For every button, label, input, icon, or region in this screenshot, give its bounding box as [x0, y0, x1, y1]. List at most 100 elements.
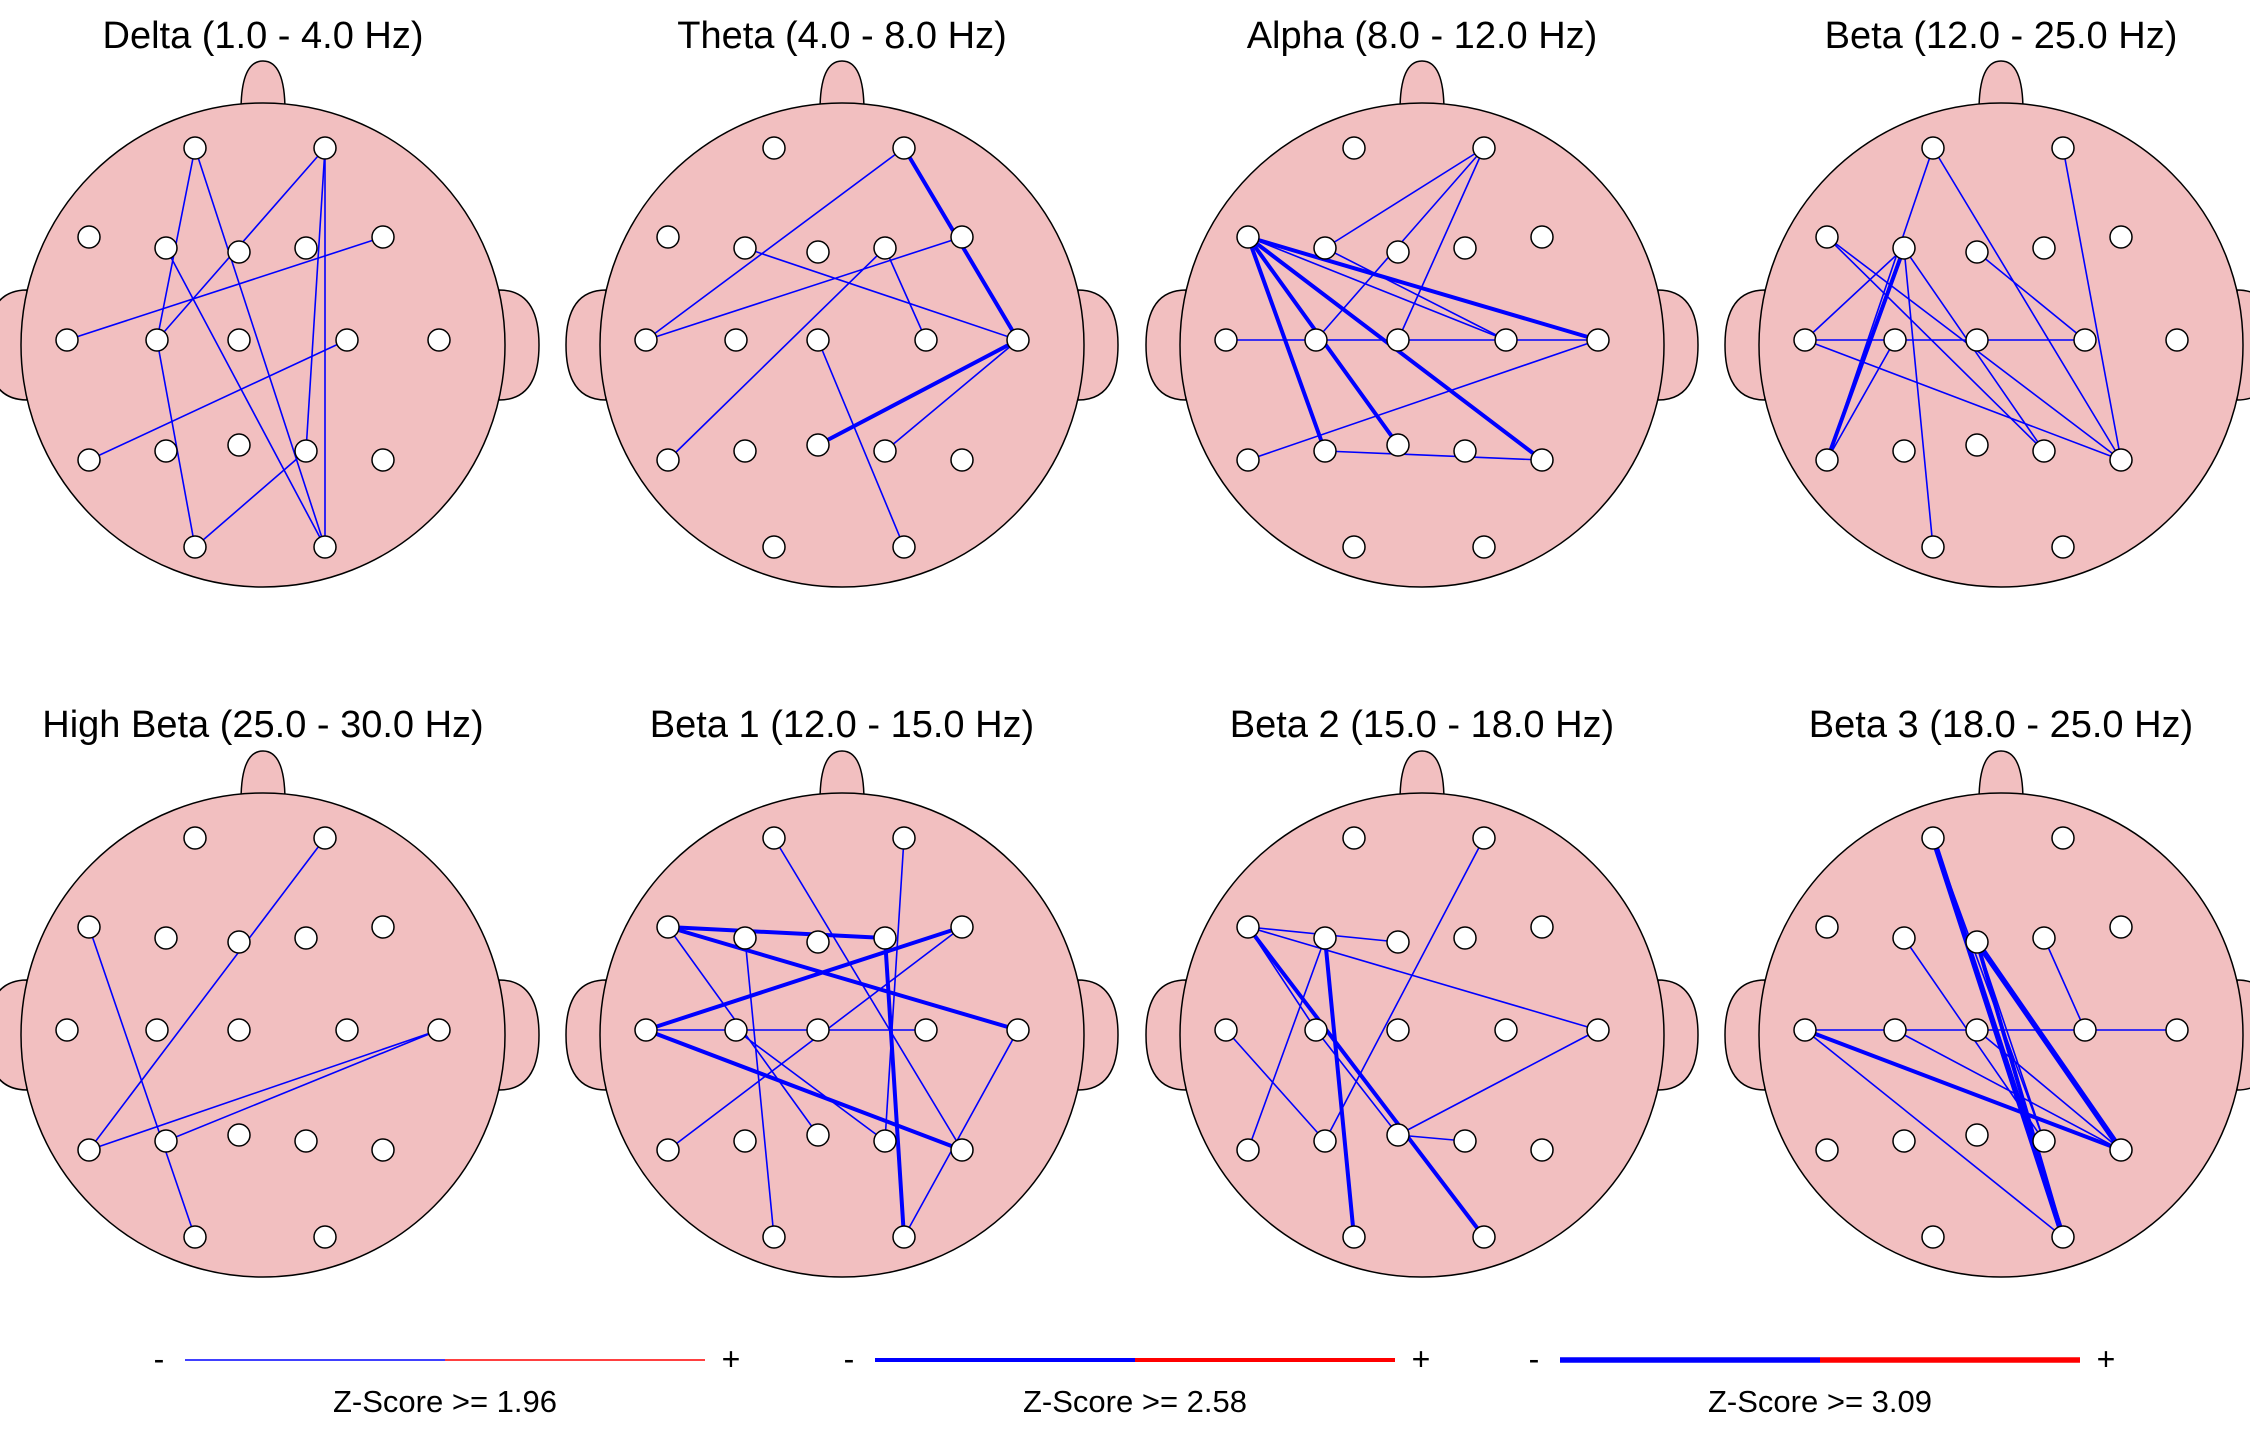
electrode-f4 — [2032, 926, 2056, 950]
electrode-f3 — [733, 236, 757, 260]
connection-line — [644, 1028, 964, 1152]
connection-line — [735, 1029, 886, 1142]
electrode-p3 — [154, 439, 178, 463]
electrode-t5 — [656, 1138, 680, 1162]
connection-line — [88, 1029, 440, 1151]
nose-shape — [819, 750, 865, 802]
connection-line — [1246, 235, 1600, 342]
band-title: Beta (12.0 - 25.0 Hz) — [1825, 15, 2178, 57]
electrode-fp1 — [1921, 136, 1945, 160]
left-ear-shape — [1145, 289, 1187, 401]
electrode-o2 — [313, 535, 337, 559]
head-map: Theta (4.0 - 8.0 Hz) — [565, 15, 1119, 588]
band-title: Beta 3 (18.0 - 25.0 Hz) — [1809, 704, 2193, 746]
connection-line — [1324, 247, 1507, 341]
zscore-legend: - + Z-Score >= 1.96 - + Z-Score >= 2.58 - + Z-Sc… — [154, 1341, 2116, 1419]
electrode-t6 — [2109, 448, 2133, 472]
electrode-o1 — [183, 535, 207, 559]
left-ear-shape — [0, 289, 28, 401]
electrode-p4 — [873, 439, 897, 463]
electrode-fp1 — [183, 826, 207, 850]
electrode-t4 — [1006, 328, 1030, 352]
electrode-pz — [806, 1123, 830, 1147]
electrode-fp2 — [313, 826, 337, 850]
connection-line — [1324, 450, 1543, 461]
electrode-c4 — [2073, 1018, 2097, 1042]
nose-shape — [1399, 60, 1445, 112]
head-map: Beta 1 (12.0 - 15.0 Hz) — [565, 704, 1119, 1278]
left-ear-shape — [1724, 979, 1766, 1091]
electrode-f8 — [2109, 225, 2133, 249]
connection-line — [884, 837, 905, 1142]
electrode-t3 — [55, 1018, 79, 1042]
electrode-c4 — [914, 1018, 938, 1042]
electrode-o2 — [1472, 535, 1496, 559]
connection-line — [1323, 936, 1356, 1239]
connection-line — [165, 247, 326, 548]
electrode-p4 — [2032, 439, 2056, 463]
electrode-t5 — [77, 1138, 101, 1162]
connection-line — [883, 936, 906, 1239]
electrode-t4 — [1006, 1018, 1030, 1042]
connection-line — [1804, 1029, 2064, 1238]
connection-line — [1903, 247, 1934, 548]
connection-line — [1804, 247, 1905, 341]
electrode-fp2 — [2051, 136, 2075, 160]
electrode-o1 — [1921, 1225, 1945, 1249]
electrode-p3 — [733, 439, 757, 463]
connection-line — [165, 1029, 440, 1142]
electrode-f3 — [733, 926, 757, 950]
electrode-p4 — [2032, 1129, 2056, 1153]
legend-item: - + Z-Score >= 2.58 — [844, 1341, 1431, 1419]
electrode-pz — [1965, 433, 1989, 457]
left-ear-shape — [1145, 979, 1187, 1091]
band-title: Delta (1.0 - 4.0 Hz) — [103, 15, 424, 57]
electrode-t6 — [371, 1138, 395, 1162]
legend-plus: + — [2097, 1341, 2116, 1377]
connection-line — [1976, 1029, 2122, 1151]
connection-line — [1247, 339, 1599, 461]
electrode-fp2 — [892, 136, 916, 160]
right-ear-shape — [498, 289, 540, 401]
left-ear-shape — [0, 979, 28, 1091]
electrode-t5 — [1815, 448, 1839, 472]
head-map: Beta (12.0 - 25.0 Hz) — [1724, 15, 2250, 588]
electrode-t3 — [634, 1018, 658, 1042]
left-ear-shape — [1724, 289, 1766, 401]
electrode-f3 — [1313, 926, 1337, 950]
connection-line — [744, 937, 775, 1238]
electrode-f3 — [154, 926, 178, 950]
electrode-pz — [806, 433, 830, 457]
connection-line — [1976, 251, 2086, 341]
connection-line — [1246, 925, 1486, 1239]
connection-line — [88, 339, 348, 461]
electrode-t4 — [2165, 328, 2189, 352]
electrode-p3 — [1892, 439, 1916, 463]
legend-plus: + — [722, 1341, 741, 1377]
legend-item: - + Z-Score >= 3.09 — [1529, 1341, 2116, 1419]
nose-shape — [240, 60, 286, 112]
electrode-p3 — [1313, 439, 1337, 463]
electrode-f4 — [873, 926, 897, 950]
electrode-fz — [1965, 930, 1989, 954]
band-title: High Beta (25.0 - 30.0 Hz) — [42, 704, 483, 746]
electrode-f4 — [873, 236, 897, 260]
connection-line — [1976, 941, 2045, 1142]
electrode-pz — [227, 433, 251, 457]
band-title: Theta (4.0 - 8.0 Hz) — [677, 15, 1006, 57]
electrode-cz — [1386, 328, 1410, 352]
electrode-f8 — [371, 225, 395, 249]
electrode-fp2 — [313, 136, 337, 160]
electrode-o2 — [892, 1225, 916, 1249]
electrode-t6 — [950, 1138, 974, 1162]
electrode-t5 — [1236, 448, 1260, 472]
electrode-t3 — [634, 328, 658, 352]
electrode-t4 — [1586, 1018, 1610, 1042]
electrode-c3 — [724, 328, 748, 352]
connection-line — [1247, 926, 1599, 1031]
connection-line — [1804, 339, 2122, 461]
connection-line — [666, 925, 887, 940]
electrode-t6 — [1530, 448, 1554, 472]
connection-line — [1975, 940, 2065, 1239]
nose-shape — [1399, 750, 1445, 802]
